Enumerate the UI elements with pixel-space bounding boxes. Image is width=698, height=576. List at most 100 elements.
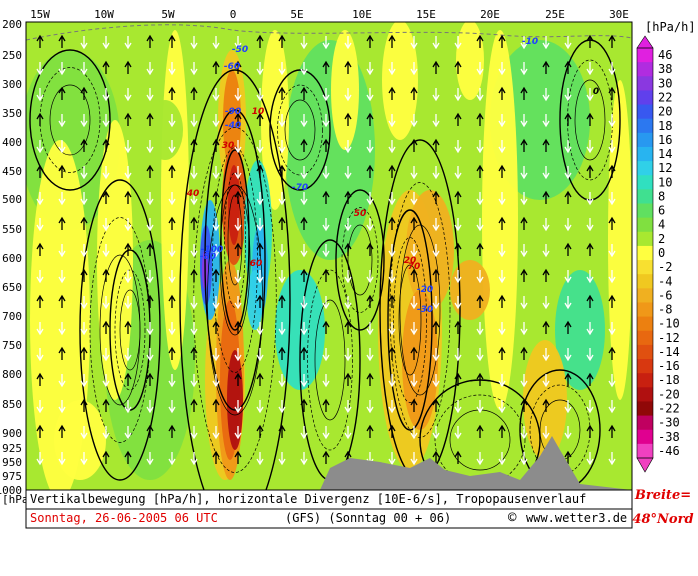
wind-arrow	[608, 140, 616, 154]
colorbar-level-label: 22	[658, 90, 672, 104]
wind-arrow	[608, 62, 616, 76]
wind-arrow	[388, 452, 396, 466]
wind-arrow	[278, 86, 286, 100]
contour-label: 0	[593, 87, 599, 97]
wind-arrow	[146, 62, 154, 76]
contour-label: -30	[417, 305, 433, 315]
field-patch	[247, 270, 263, 330]
wind-arrow	[146, 294, 154, 308]
wind-arrow	[102, 374, 110, 388]
wind-arrow	[190, 452, 198, 466]
wind-arrow	[300, 36, 308, 50]
wind-arrow	[124, 270, 132, 284]
field-patch	[608, 80, 632, 400]
wind-arrow	[256, 452, 264, 466]
wind-arrow	[564, 190, 572, 204]
contour-label: -70	[292, 183, 308, 193]
wind-arrow	[102, 268, 110, 282]
wind-arrow	[608, 216, 616, 230]
wind-arrow	[322, 114, 330, 128]
colorbar-level-label: -6	[658, 288, 672, 302]
wind-arrow	[80, 216, 88, 230]
wind-arrow	[278, 114, 286, 128]
x-tick-label: 10E	[352, 8, 372, 21]
wind-arrow	[322, 398, 330, 412]
wind-arrow	[344, 348, 352, 362]
wind-arrow	[80, 244, 88, 258]
wind-arrow	[234, 88, 242, 102]
wind-arrow	[36, 322, 44, 336]
wind-arrow	[344, 88, 352, 102]
colorbar-level-label: -22	[658, 402, 680, 416]
wind-arrow	[344, 166, 352, 180]
wind-arrow	[432, 244, 440, 258]
wind-arrow	[168, 424, 176, 438]
wind-arrow	[58, 216, 66, 230]
y-tick-label: 550	[2, 223, 22, 236]
colorbar-level-label: -8	[658, 303, 672, 317]
wind-arrow	[520, 86, 528, 100]
wind-arrow	[300, 296, 308, 310]
wind-arrow	[410, 374, 418, 388]
wind-arrow	[300, 322, 308, 336]
x-tick-label: 15W	[30, 8, 50, 21]
wind-arrow	[168, 244, 176, 258]
wind-arrow	[520, 374, 528, 388]
wind-arrow	[212, 268, 220, 282]
wind-arrow	[520, 296, 528, 310]
wind-arrow	[564, 372, 572, 386]
colorbar-level-label: -46	[658, 444, 680, 458]
wind-arrow	[432, 36, 440, 50]
wind-arrow	[586, 164, 594, 178]
wind-arrow	[146, 218, 154, 232]
colorbar-swatch	[637, 231, 653, 247]
field-patch	[456, 22, 484, 100]
wind-arrow	[256, 322, 264, 336]
wind-arrow	[388, 374, 396, 388]
wind-arrow	[234, 112, 242, 126]
wind-arrow	[564, 426, 572, 440]
wind-arrow	[146, 164, 154, 178]
wind-arrow	[190, 322, 198, 336]
colorbar-swatch	[637, 359, 653, 374]
wind-arrow	[234, 140, 242, 154]
y-tick-label: 800	[2, 368, 22, 381]
y-tick-label: 600	[2, 252, 22, 265]
wind-arrow	[190, 398, 198, 412]
wind-arrow	[146, 88, 154, 102]
wind-arrow	[542, 426, 550, 440]
y-tick-label: 250	[2, 49, 22, 62]
wind-arrow	[212, 36, 220, 50]
colorbar-level-label: 38	[658, 62, 672, 76]
wind-arrow	[388, 86, 396, 100]
colorbar-swatch	[637, 260, 653, 275]
wind-arrow	[476, 140, 484, 154]
wind-arrow	[498, 322, 506, 336]
wind-arrow	[498, 452, 506, 466]
wind-arrow	[454, 372, 462, 386]
wind-arrow	[124, 296, 132, 310]
wind-arrow	[564, 112, 572, 126]
wind-arrow	[410, 268, 418, 282]
wind-arrow	[124, 112, 132, 126]
wind-arrow	[80, 296, 88, 310]
wind-arrow	[388, 216, 396, 230]
wind-arrow	[36, 218, 44, 232]
wind-arrow	[388, 270, 396, 284]
contour-line	[399, 224, 441, 396]
footer-site: www.wetter3.de	[526, 511, 628, 525]
contour-line	[119, 289, 141, 371]
field-patch	[54, 400, 106, 480]
y-tick-label: 500	[2, 193, 22, 206]
wind-arrow	[410, 398, 418, 412]
colorbar-swatch	[637, 217, 653, 233]
wind-arrow	[124, 348, 132, 362]
contour-line	[114, 269, 146, 391]
wind-arrow	[36, 452, 44, 466]
contour-label: -10	[522, 37, 538, 47]
wind-arrow	[476, 400, 484, 414]
wind-arrow	[212, 166, 220, 180]
wind-arrow	[212, 218, 220, 232]
colorbar-swatch	[637, 288, 653, 304]
